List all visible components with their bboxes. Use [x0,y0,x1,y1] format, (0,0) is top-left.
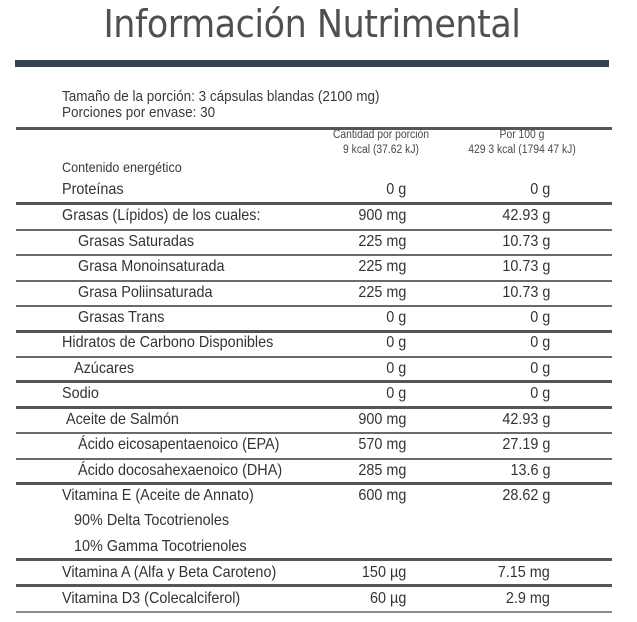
table-row: Vitamina E (Aceite de Annato) 600 mg 28.… [0,485,637,507]
per-100g-header: Por 100 g [499,129,545,141]
divider [16,305,612,307]
energy-content-label: Contenido energético [62,159,182,175]
divider [16,127,612,130]
per-serving-value: 225 mg [357,233,406,250]
per-100g-value: 2.9 mg [505,590,550,607]
per-serving-header: Cantidad por porción [332,129,430,141]
per-serving-value: 900 mg [357,411,406,428]
per-serving-value: 225 mg [357,258,406,275]
table-row: Hidratos de Carbono Disponibles 0 g 0 g [0,332,637,354]
column-header-per-serving: Cantidad por porción 9 kcal (37.62 kJ) [323,128,440,158]
row-label: Grasas Trans [78,309,165,326]
per-serving-value: 0 g [385,181,406,198]
per-100g-value: 0 g [529,309,550,326]
per-100g-value: 27.19 g [501,436,550,453]
table-row: Grasas Saturadas 225 mg 10.73 g [0,231,637,253]
divider [16,380,612,383]
divider [16,406,612,409]
per-serving-value: 570 mg [357,436,406,453]
row-label: Grasa Poliinsaturada [78,284,213,301]
row-label: Grasas (Lípidos) de los cuales: [62,207,261,224]
serving-size: Tamaño de la porción: 3 cápsulas blandas… [62,88,380,105]
row-label: Grasas Saturadas [78,233,195,250]
table-row: Proteínas 0 g 0 g [0,179,637,201]
row-label: Ácido eicosapentaenoico (EPA) [78,436,280,453]
table-row: Ácido docosahexaenoico (DHA) 285 mg 13.6… [0,460,637,482]
row-label: Vitamina D3 (Colecalciferol) [62,590,241,607]
servings-per-container: Porciones por envase: 30 [62,104,216,121]
title-underline-bar [15,60,609,67]
table-row: 90% Delta Tocotrienoles [0,510,637,532]
row-label: Hidratos de Carbono Disponibles [62,334,274,351]
divider [16,558,612,561]
table-row: Azúcares 0 g 0 g [0,358,637,380]
divider [16,202,612,205]
table-row: 10% Gamma Tocotrienoles [0,536,637,558]
divider [16,254,612,256]
divider [16,280,612,282]
table-row: Ácido eicosapentaenoico (EPA) 570 mg 27.… [0,434,637,456]
divider [16,458,612,460]
per-serving-value: 0 g [385,385,406,402]
per-100g-value: 0 g [529,181,550,198]
per-100g-value: 42.93 g [501,411,550,428]
table-row: Vitamina D3 (Colecalciferol) 60 µg 2.9 m… [0,588,637,610]
per-100g-value: 0 g [529,360,550,377]
per-serving-value: 600 mg [357,487,406,504]
per-100g-value: 10.73 g [501,233,550,250]
row-label: Proteínas [62,181,124,198]
table-row: Grasa Poliinsaturada 225 mg 10.73 g [0,282,637,304]
table-row: Grasas Trans 0 g 0 g [0,307,637,329]
per-100g-value: 10.73 g [501,284,550,301]
divider [16,356,612,358]
row-label: 90% Delta Tocotrienoles [74,512,230,529]
table-row: Vitamina A (Alfa y Beta Caroteno) 150 µg… [0,562,637,584]
table-row: Grasa Monoinsaturada 225 mg 10.73 g [0,256,637,278]
row-label: Azúcares [74,360,135,377]
per-serving-value: 900 mg [357,207,406,224]
per-100g-energy: 429 3 kcal (1794 47 kJ) [468,144,576,156]
row-label: 10% Gamma Tocotrienoles [74,538,247,555]
per-100g-value: 7.15 mg [497,564,550,581]
per-serving-value: 60 µg [369,590,406,607]
divider [16,611,612,613]
row-label: Grasa Monoinsaturada [78,258,225,275]
row-label: Aceite de Salmón [66,411,179,428]
row-label: Vitamina A (Alfa y Beta Caroteno) [62,564,277,581]
serving-info: Tamaño de la porción: 3 cápsulas blandas… [62,89,379,121]
divider [16,432,612,434]
page-title: Información Nutrimental [103,2,521,46]
divider [16,482,612,485]
divider [16,330,612,333]
per-100g-value: 10.73 g [501,258,550,275]
per-100g-value: 0 g [529,334,550,351]
table-row: Sodio 0 g 0 g [0,383,637,405]
row-label: Sodio [62,385,99,402]
divider [16,584,612,587]
divider [16,229,612,231]
row-label: Vitamina E (Aceite de Annato) [62,487,254,504]
per-serving-value: 285 mg [357,462,406,479]
row-label: Ácido docosahexaenoico (DHA) [78,462,283,479]
table-row: Aceite de Salmón 900 mg 42.93 g [0,409,637,431]
per-100g-value: 42.93 g [501,207,550,224]
column-header-per-100g: Por 100 g 429 3 kcal (1794 47 kJ) [450,128,594,158]
table-row: Grasas (Lípidos) de los cuales: 900 mg 4… [0,205,637,227]
per-serving-value: 150 µg [361,564,406,581]
per-serving-energy: 9 kcal (37.62 kJ) [343,144,419,156]
per-100g-value: 28.62 g [501,487,550,504]
per-serving-value: 225 mg [357,284,406,301]
per-serving-value: 0 g [385,360,406,377]
per-100g-value: 0 g [529,385,550,402]
per-serving-value: 0 g [385,309,406,326]
per-serving-value: 0 g [385,334,406,351]
per-100g-value: 13.6 g [509,462,550,479]
